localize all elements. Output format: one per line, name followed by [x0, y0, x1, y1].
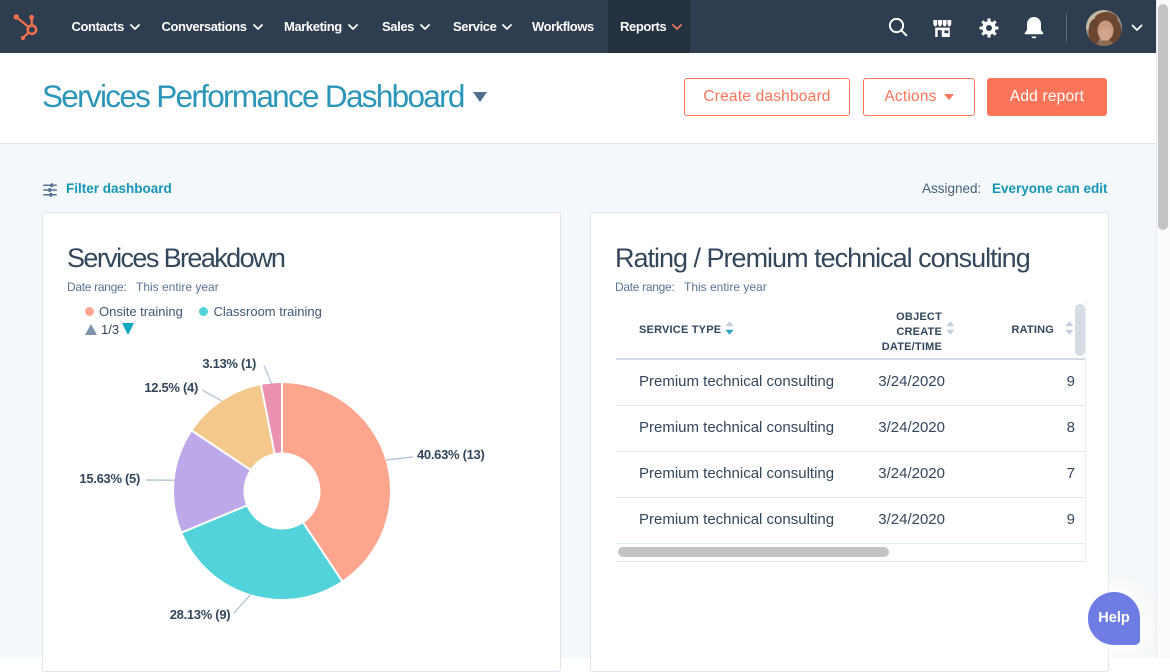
- svg-text:12.5% (4): 12.5% (4): [144, 380, 198, 395]
- svg-text:40.63% (13): 40.63% (13): [417, 447, 485, 462]
- svg-text:28.13% (9): 28.13% (9): [170, 607, 231, 622]
- svg-text:15.63% (5): 15.63% (5): [79, 471, 140, 486]
- svg-text:3.13% (1): 3.13% (1): [202, 356, 256, 371]
